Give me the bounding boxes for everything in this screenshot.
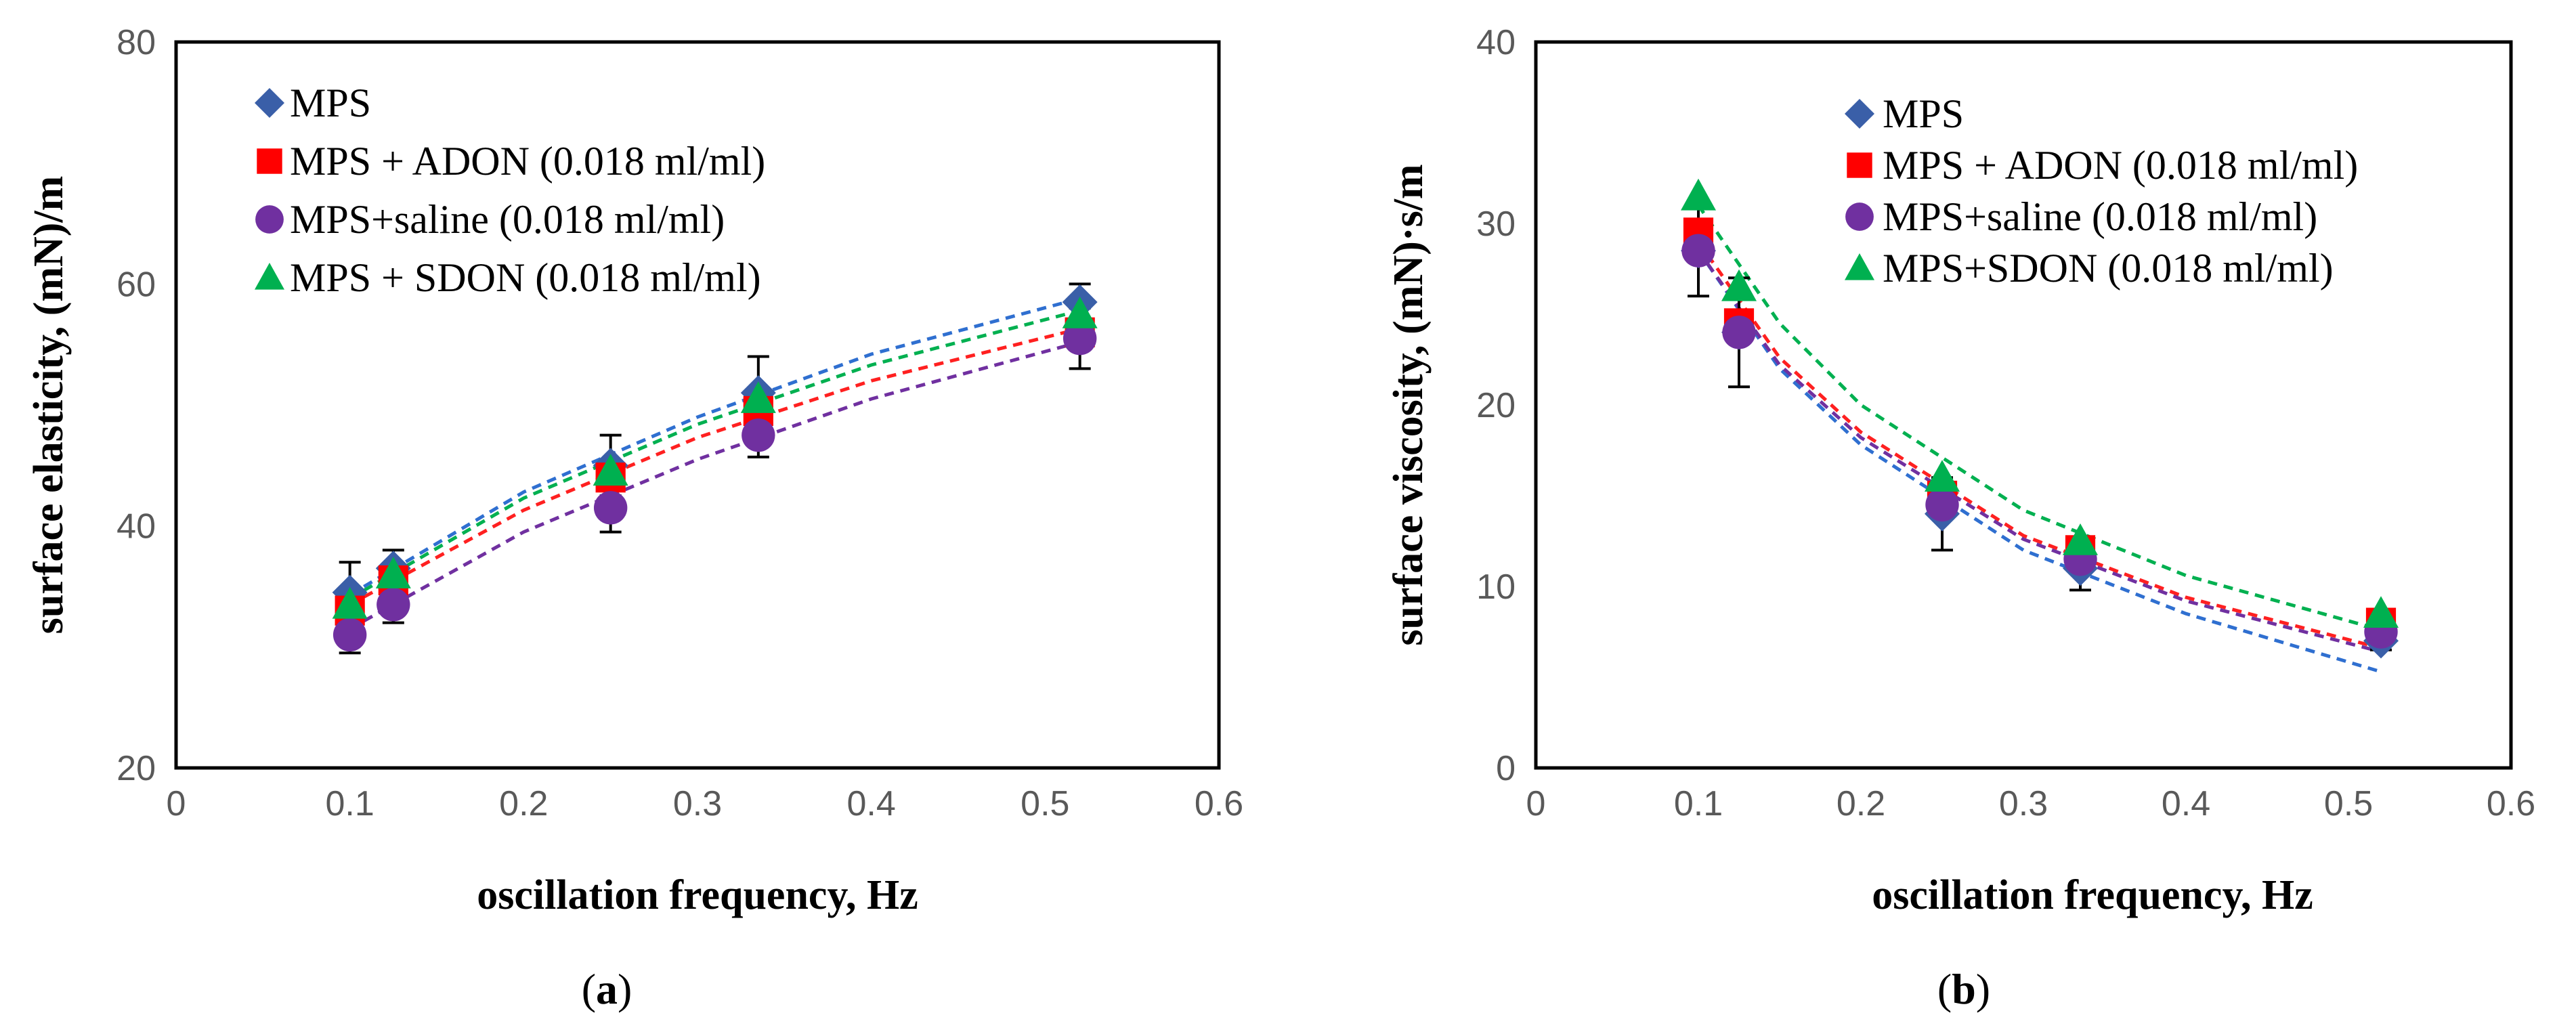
x-tick-label: 0.6 — [2487, 784, 2535, 823]
legend-entry: MPS+SDON (0.018 ml/ml) — [1845, 246, 2334, 291]
x-tick-label: 0.2 — [1837, 784, 1885, 823]
data-point-circle — [1925, 488, 1959, 522]
legend-label: MPS — [290, 81, 371, 125]
legend-marker-triangle — [1845, 253, 1874, 280]
legend-label: MPS+saline (0.018 ml/ml) — [1883, 194, 2317, 239]
y-tick-label: 80 — [116, 23, 156, 62]
x-tick-label: 0.3 — [673, 784, 722, 823]
x-tick-label: 0 — [1526, 784, 1546, 823]
plot-area-frame — [1534, 40, 2513, 770]
data-point-triangle — [332, 586, 368, 619]
data-point-circle — [332, 618, 367, 652]
data-point-triangle — [2363, 596, 2399, 628]
x-tick-label: 0.1 — [326, 784, 374, 823]
legend-entry: MPS — [1845, 91, 1964, 136]
legend-entry: MPS+saline (0.018 ml/ml) — [255, 197, 725, 242]
x-axis-label: oscillation frequency, Hz — [1872, 872, 2313, 918]
x-tick-label: 0.1 — [1674, 784, 1723, 823]
y-tick-label: 40 — [1476, 23, 1516, 62]
data-point-triangle — [1845, 253, 1874, 280]
x-tick-label: 0.4 — [847, 784, 896, 823]
legend: MPS MPS + ADON (0.018 ml/ml) MPS+saline … — [1845, 91, 2358, 291]
data-point-circle — [1722, 316, 1756, 349]
data-point-diamond — [1845, 99, 1874, 129]
data-point-triangle — [593, 454, 628, 486]
trendline — [349, 340, 1081, 630]
caption-letter: a — [596, 965, 618, 1013]
legend-entry: MPS + ADON (0.018 ml/ml) — [1847, 143, 2358, 188]
legend: MPS MPS + ADON (0.018 ml/ml) MPS+saline … — [255, 81, 765, 300]
legend-entry: MPS + ADON (0.018 ml/ml) — [257, 139, 765, 184]
legend-label: MPS + ADON (0.018 ml/ml) — [290, 139, 765, 184]
legend-marker-diamond — [255, 88, 284, 118]
chart-marks — [332, 282, 1098, 655]
x-tick-label: 0.3 — [1999, 784, 2048, 823]
legend-label: MPS+SDON (0.018 ml/ml) — [1883, 246, 2334, 291]
chart-panel-b: 0 0.1 0.2 0.3 0.4 0.5 0.6 0 10 20 30 40 MPS MPS + A… — [1386, 23, 2535, 1013]
data-point-triangle — [375, 557, 411, 588]
data-point-square — [1847, 152, 1872, 178]
legend-label: MPS — [1883, 91, 1964, 136]
data-point-triangle — [1721, 269, 1757, 301]
data-point-circle — [1062, 322, 1097, 356]
y-axis-label: surface viscosity, (mN)·s/m — [1386, 164, 1432, 645]
data-point-circle — [593, 491, 628, 525]
legend-entry: MPS — [255, 81, 371, 125]
data-point-circle — [742, 418, 775, 452]
data-point-circle — [1845, 202, 1874, 231]
x-tick-label: 0.2 — [499, 784, 548, 823]
x-tick-label: 0.6 — [1195, 784, 1243, 823]
legend-marker-diamond — [1845, 99, 1874, 129]
legend-entry: MPS+saline (0.018 ml/ml) — [1845, 194, 2317, 239]
legend-marker-circle — [255, 205, 284, 234]
caption-letter: b — [1952, 965, 1976, 1013]
chart-panel-a: 0 0.1 0.2 0.3 0.4 0.5 0.6 20 40 60 80 MPS MPS + AD… — [26, 23, 1243, 1013]
data-point-triangle — [255, 263, 284, 290]
legend-label: MPS + SDON (0.018 ml/ml) — [290, 255, 761, 300]
tick-labels: 0 0.1 0.2 0.3 0.4 0.5 0.6 20 40 60 80 — [116, 23, 1243, 823]
x-tick-label: 0.4 — [2162, 784, 2210, 823]
data-point-triangle — [1681, 178, 1716, 211]
x-tick-label: 0 — [167, 784, 186, 823]
y-tick-label: 30 — [1476, 205, 1516, 244]
data-point-square — [257, 148, 282, 174]
trendline — [349, 309, 1081, 601]
y-tick-label: 40 — [116, 507, 156, 546]
data-point-triangle — [740, 381, 776, 413]
trendline — [349, 326, 1081, 606]
data-point-triangle — [1925, 460, 1960, 492]
y-axis-label: surface elasticity, (mN)/m — [26, 176, 72, 635]
data-point-diamond — [255, 88, 284, 118]
data-point-circle — [1681, 234, 1715, 267]
trendline — [1696, 204, 2382, 632]
y-tick-label: 10 — [1476, 567, 1516, 607]
trendline — [1696, 249, 2382, 674]
y-tick-label: 60 — [116, 265, 156, 304]
y-tick-label: 20 — [116, 749, 156, 788]
x-tick-label: 0.5 — [2324, 784, 2373, 823]
x-axis-label: oscillation frequency, Hz — [477, 872, 918, 918]
panel-caption: (b) — [1937, 965, 1990, 1013]
data-point-triangle — [1062, 297, 1098, 328]
data-point-circle — [255, 205, 284, 234]
legend-marker-triangle — [255, 263, 284, 290]
tick-labels: 0 0.1 0.2 0.3 0.4 0.5 0.6 0 10 20 30 40 — [1476, 23, 2535, 823]
legend-marker-square — [1847, 152, 1872, 178]
panel-caption: (a) — [582, 965, 632, 1013]
legend-marker-circle — [1845, 202, 1874, 231]
legend-marker-square — [257, 148, 282, 174]
data-point-triangle — [2063, 523, 2098, 555]
data-point-circle — [377, 588, 410, 622]
x-tick-label: 0.5 — [1021, 784, 1069, 823]
y-tick-label: 0 — [1496, 749, 1516, 788]
trendline — [349, 297, 1081, 597]
y-tick-label: 20 — [1476, 386, 1516, 425]
legend-label: MPS + ADON (0.018 ml/ml) — [1883, 143, 2358, 188]
legend-entry: MPS + SDON (0.018 ml/ml) — [255, 255, 761, 300]
chart-marks — [1681, 178, 2399, 674]
legend-label: MPS+saline (0.018 ml/ml) — [290, 197, 725, 242]
